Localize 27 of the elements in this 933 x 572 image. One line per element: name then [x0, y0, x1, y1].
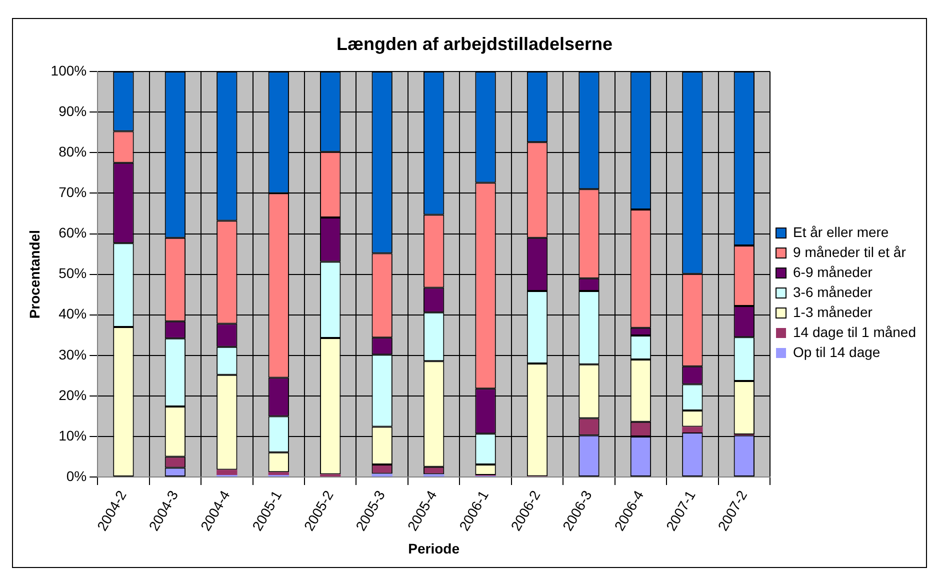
legend-label: 1-3 måneder — [793, 304, 873, 320]
y-tick-label: 0% — [66, 468, 87, 484]
legend-label: Et år eller mere — [793, 224, 889, 240]
legend-label: 14 dage til 1 måned — [793, 324, 916, 340]
y-tick-label: 60% — [58, 224, 87, 241]
y-tick-label: 40% — [58, 306, 87, 322]
y-tick-label: 100% — [50, 62, 87, 78]
y-tick-label: 90% — [58, 103, 87, 120]
y-tick-label: 70% — [58, 184, 87, 200]
bar — [423, 474, 444, 477]
bar — [682, 426, 703, 432]
legend-label: 6-9 måneder — [793, 264, 873, 280]
y-tick-label: 80% — [58, 144, 87, 160]
legend-label: 9 måneder til et år — [793, 244, 906, 260]
bar — [216, 470, 238, 476]
bar — [268, 472, 289, 476]
y-tick-label: 50% — [58, 265, 87, 282]
x-axis-title: Periode — [408, 540, 460, 556]
y-tick-label: 20% — [58, 386, 87, 403]
legend-label: 3-6 måneder — [793, 284, 873, 300]
bar — [372, 474, 392, 477]
y-tick-label: 30% — [58, 346, 87, 362]
y-axis-title: Procentandel — [26, 230, 42, 319]
chart-title: Længden af arbejdstilladelserne — [336, 34, 613, 54]
legend-label: Op til 14 dage — [793, 344, 880, 360]
bar — [320, 474, 341, 477]
y-tick-label: 10% — [58, 427, 87, 444]
